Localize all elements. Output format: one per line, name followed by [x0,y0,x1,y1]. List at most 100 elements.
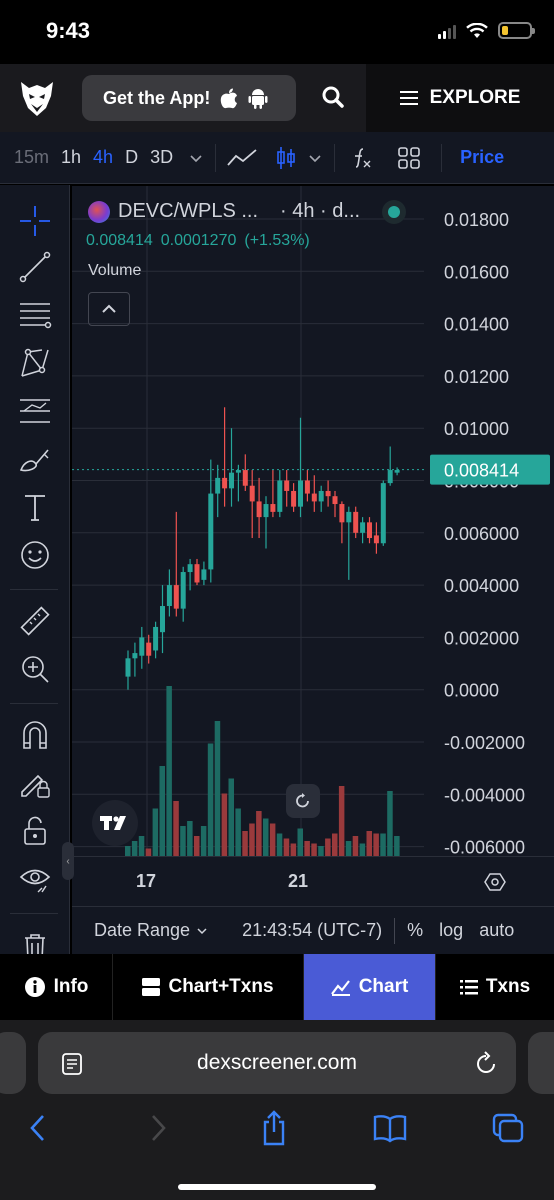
list-icon [459,980,478,995]
line-chart-icon[interactable] [224,140,260,176]
chart-type-dropdown-icon[interactable] [304,148,326,168]
indicators-icon[interactable] [343,140,379,176]
auto-scale-toggle[interactable]: auto [479,920,515,940]
price-axis-label: 0.01600 [444,262,509,282]
tab-chart-txns[interactable]: Chart+Txns [113,954,304,1020]
explore-label: EXPLORE [429,87,521,108]
candle-body [256,501,262,518]
menu-icon [399,91,418,105]
eye-icon[interactable] [15,859,55,899]
trash-icon[interactable] [15,925,55,965]
back-icon[interactable] [18,1108,58,1148]
tab-info-label: Info [53,976,89,997]
price-chart[interactable]: 0.01800 0.01600 0.01400 0.01200 0.01000 0.008… [72,186,554,856]
get-app-button[interactable]: Get the App! [82,75,296,121]
reload-icon[interactable] [474,1050,498,1076]
time-axis[interactable]: 17 21 [72,856,554,906]
volume-bar [242,831,248,856]
settings-icon[interactable] [484,871,506,893]
price-axis-label: -0.002000 [444,733,525,753]
info-icon [24,977,45,997]
volume-bar [325,838,331,856]
candle-body [222,477,228,489]
emoji-icon[interactable] [15,535,55,575]
candle-body [325,490,331,497]
chart-clock[interactable]: 21:43:54 (UTC-7) [242,920,383,940]
forward-icon[interactable] [138,1108,178,1148]
timeframe-15m[interactable]: 15m [14,147,50,167]
date-range-button[interactable]: Date Range [94,920,208,941]
bookmarks-icon[interactable] [370,1108,410,1148]
price-tab[interactable]: Price [460,147,505,167]
volume-bar [366,831,372,856]
top-nav: Get the App! EXPLORE [0,64,554,132]
timeframe-d[interactable]: D [125,147,139,167]
volume-bar [200,826,207,856]
volume-bar [318,846,324,856]
volume-label: Volume [88,262,142,279]
volume-bar [221,793,228,856]
chart-pane[interactable]: 0.01800 0.01600 0.01400 0.01200 0.01000 0.008… [72,186,554,856]
address-bar[interactable]: dexscreener.com [38,1032,516,1094]
layout-grid-icon[interactable] [391,140,427,176]
pattern-icon[interactable] [15,343,55,383]
percent-scale-toggle[interactable]: % [407,920,424,940]
log-scale-toggle[interactable]: log [439,920,464,940]
share-icon[interactable] [254,1108,294,1148]
tab-txns[interactable]: Txns [436,954,554,1020]
price-axis-label: 0.01000 [444,419,509,439]
get-app-label: Get the App! [103,87,211,108]
timeframe-3d[interactable]: 3D [150,147,174,167]
dexscreener-logo-icon[interactable] [18,78,56,118]
volume-bar [373,833,379,856]
crosshair-icon[interactable] [15,201,55,241]
timeframe-dropdown-icon[interactable] [185,148,207,168]
candles-icon[interactable] [268,140,304,176]
ruler-icon[interactable] [15,601,55,641]
drawing-tools-sidebar [0,185,70,960]
candle-body [277,480,283,512]
timeframe-1h[interactable]: 1h [61,147,82,167]
trend-line-icon[interactable] [15,247,55,287]
unlock-icon[interactable] [15,811,55,851]
browser-chrome: dexscreener.com [0,1020,554,1200]
price-axis-label: 0.002000 [444,628,519,648]
text-icon[interactable] [15,487,55,527]
magnet-icon[interactable] [15,715,55,755]
candle-body [339,504,345,523]
price-axis-label: -0.006000 [444,838,525,856]
fib-retracement-icon[interactable] [15,295,55,335]
previous-tab-card[interactable] [0,1032,26,1094]
chart-legend: DEVC/WPLS ... · 4h · d... [88,200,360,223]
sidebar-toggle-handle[interactable]: ‹ [62,842,74,880]
tab-info[interactable]: Info [0,954,113,1020]
timeframe-4h[interactable]: 4h [93,147,114,167]
tab-chart[interactable]: Chart [304,954,436,1020]
reader-icon[interactable] [60,1052,84,1076]
reset-chart-button[interactable] [286,784,320,818]
volume-bar [228,778,234,856]
collapse-legend-button[interactable] [88,292,130,326]
last-price-tag [430,454,550,485]
volume-bar [359,843,366,856]
prediction-icon[interactable] [15,391,55,431]
tradingview-logo-icon[interactable] [92,800,138,846]
price-axis-label: 0.01200 [444,367,509,387]
brush-icon[interactable] [15,439,55,479]
candle-body [153,626,159,651]
zoom-in-icon[interactable] [15,649,55,689]
legend-values: 0.008414 0.0001270 (+1.53%) [86,232,310,250]
search-icon[interactable] [318,82,348,112]
tabs-icon[interactable] [488,1108,528,1148]
next-tab-card[interactable] [528,1032,554,1094]
lock-drawings-icon[interactable] [15,763,55,803]
volume-bar [173,801,179,856]
candle-body [380,483,386,544]
candle-body [215,477,221,494]
toolbar-divider [215,143,217,172]
candle-body [332,496,338,505]
url-text: dexscreener.com [197,1051,357,1074]
home-indicator [178,1184,376,1190]
explore-button[interactable]: EXPLORE [366,64,554,132]
status-icons [438,22,535,39]
